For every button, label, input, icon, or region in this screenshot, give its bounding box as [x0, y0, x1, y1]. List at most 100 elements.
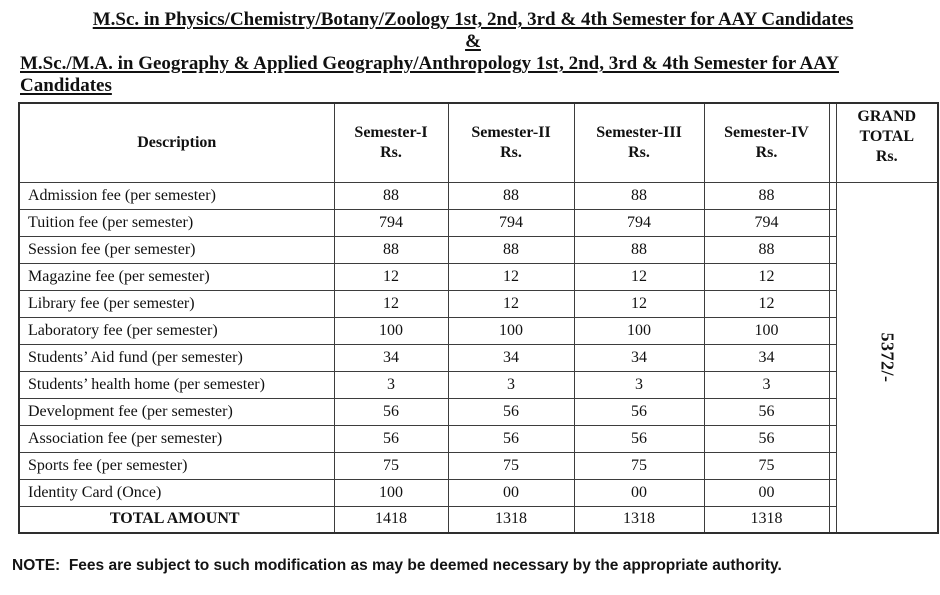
border-gap: [829, 478, 836, 507]
fee-row-admission: Admission fee (per semester) 88 88 88 88…: [18, 181, 939, 534]
border-gap: [829, 289, 836, 318]
total-value-sem3: 1318: [573, 505, 705, 534]
fee-value-sem2: 75: [447, 451, 575, 480]
fee-row-laboratory: Laboratory fee (per semester) 100 100 10…: [18, 316, 938, 345]
fee-description: Laboratory fee (per semester): [18, 316, 335, 345]
fee-value-sem3: 56: [573, 424, 705, 453]
fee-description: Library fee (per semester): [18, 289, 335, 318]
fee-description: Development fee (per semester): [18, 397, 335, 426]
fee-value-sem3: 56: [573, 397, 705, 426]
fee-value-sem3: 88: [573, 235, 705, 264]
fee-value-sem4: 12: [703, 262, 830, 291]
fee-value-sem4: 12: [703, 289, 830, 318]
fee-value-sem2: 00: [447, 478, 575, 507]
column-header-semester-2: Semester-II Rs.: [447, 102, 575, 183]
border-gap: [829, 424, 836, 453]
document-heading: M.Sc. in Physics/Chemistry/Botany/Zoolog…: [20, 9, 926, 97]
total-value-sem1: 1418: [333, 505, 449, 534]
heading-line-2-continued: Candidates: [20, 75, 112, 96]
fee-row-development: Development fee (per semester) 56 56 56 …: [18, 397, 938, 426]
border-gap: [829, 102, 836, 183]
fee-value-sem3: 88: [573, 181, 705, 210]
table-header-row: Description Semester-I Rs. Semester-II R…: [18, 102, 939, 183]
fee-value-sem1: 88: [333, 181, 449, 210]
fee-value-sem1: 88: [333, 235, 449, 264]
fee-description: Association fee (per semester): [18, 424, 335, 453]
fee-value-sem2: 100: [447, 316, 575, 345]
fee-value-sem1: 56: [333, 424, 449, 453]
fee-value-sem2: 56: [447, 397, 575, 426]
grand-total-value: 5372/-: [877, 332, 898, 383]
fee-row-identity-card: Identity Card (Once) 100 00 00 00: [18, 478, 938, 507]
fee-row-students-aid-fund: Students’ Aid fund (per semester) 34 34 …: [18, 343, 938, 372]
fee-description: Students’ Aid fund (per semester): [18, 343, 335, 372]
fee-description: Identity Card (Once): [18, 478, 335, 507]
fee-value-sem1: 12: [333, 262, 449, 291]
fee-value-sem3: 100: [573, 316, 705, 345]
fee-row-tuition: Tuition fee (per semester) 794 794 794 7…: [18, 208, 938, 237]
border-gap: [829, 451, 836, 480]
fee-value-sem4: 100: [703, 316, 830, 345]
heading-line-2: M.Sc./M.A. in Geography & Applied Geogra…: [20, 53, 839, 74]
column-header-semester-3: Semester-III Rs.: [573, 102, 705, 183]
fee-value-sem1: 34: [333, 343, 449, 372]
fee-row-library: Library fee (per semester) 12 12 12 12: [18, 289, 938, 318]
border-gap: [829, 343, 836, 372]
fee-value-sem2: 56: [447, 424, 575, 453]
total-amount-label: TOTAL AMOUNT: [18, 505, 335, 534]
border-gap: [829, 181, 836, 210]
fee-description: Tuition fee (per semester): [18, 208, 335, 237]
fee-value-sem4: 56: [703, 397, 830, 426]
fee-value-sem2: 12: [447, 262, 575, 291]
fee-value-sem1: 100: [333, 478, 449, 507]
border-gap: [829, 370, 836, 399]
fee-value-sem4: 75: [703, 451, 830, 480]
column-header-description: Description: [18, 102, 335, 183]
fee-row-magazine: Magazine fee (per semester) 12 12 12 12: [18, 262, 938, 291]
fee-description: Admission fee (per semester): [18, 181, 335, 210]
fee-row-association: Association fee (per semester) 56 56 56 …: [18, 424, 938, 453]
fee-value-sem2: 12: [447, 289, 575, 318]
fee-value-sem3: 12: [573, 262, 705, 291]
fee-value-sem4: 88: [703, 181, 830, 210]
fee-value-sem1: 12: [333, 289, 449, 318]
fee-value-sem2: 34: [447, 343, 575, 372]
fee-value-sem4: 34: [703, 343, 830, 372]
fee-table: Description Semester-I Rs. Semester-II R…: [18, 102, 939, 534]
fee-value-sem2: 88: [447, 181, 575, 210]
heading-ampersand: &: [465, 31, 481, 52]
border-gap: [829, 505, 836, 534]
fee-value-sem3: 3: [573, 370, 705, 399]
fee-value-sem4: 794: [703, 208, 830, 237]
fee-value-sem1: 100: [333, 316, 449, 345]
column-header-semester-1: Semester-I Rs.: [333, 102, 449, 183]
fee-row-sports: Sports fee (per semester) 75 75 75 75: [18, 451, 938, 480]
border-gap: [829, 208, 836, 237]
fee-value-sem2: 88: [447, 235, 575, 264]
border-gap: [829, 235, 836, 264]
fee-row-students-health-home: Students’ health home (per semester) 3 3…: [18, 370, 938, 399]
fee-value-sem3: 00: [573, 478, 705, 507]
fee-description: Session fee (per semester): [18, 235, 335, 264]
fee-value-sem4: 88: [703, 235, 830, 264]
fee-value-sem3: 75: [573, 451, 705, 480]
heading-line-1: M.Sc. in Physics/Chemistry/Botany/Zoolog…: [92, 9, 854, 30]
total-value-sem4: 1318: [703, 505, 830, 534]
fee-description: Students’ health home (per semester): [18, 370, 335, 399]
fee-value-sem2: 3: [447, 370, 575, 399]
note-text: NOTE: Fees are subject to such modificat…: [12, 557, 782, 574]
grand-total-cell: 5372/-: [835, 181, 939, 534]
fee-value-sem1: 56: [333, 397, 449, 426]
border-gap: [829, 262, 836, 291]
fee-value-sem4: 56: [703, 424, 830, 453]
fee-value-sem2: 794: [447, 208, 575, 237]
fee-value-sem1: 75: [333, 451, 449, 480]
border-gap: [829, 316, 836, 345]
fee-value-sem3: 12: [573, 289, 705, 318]
fee-value-sem4: 3: [703, 370, 830, 399]
column-header-semester-4: Semester-IV Rs.: [703, 102, 830, 183]
total-amount-row: TOTAL AMOUNT 1418 1318 1318 1318: [18, 505, 938, 534]
fee-value-sem3: 34: [573, 343, 705, 372]
fee-description: Magazine fee (per semester): [18, 262, 335, 291]
fee-description: Sports fee (per semester): [18, 451, 335, 480]
